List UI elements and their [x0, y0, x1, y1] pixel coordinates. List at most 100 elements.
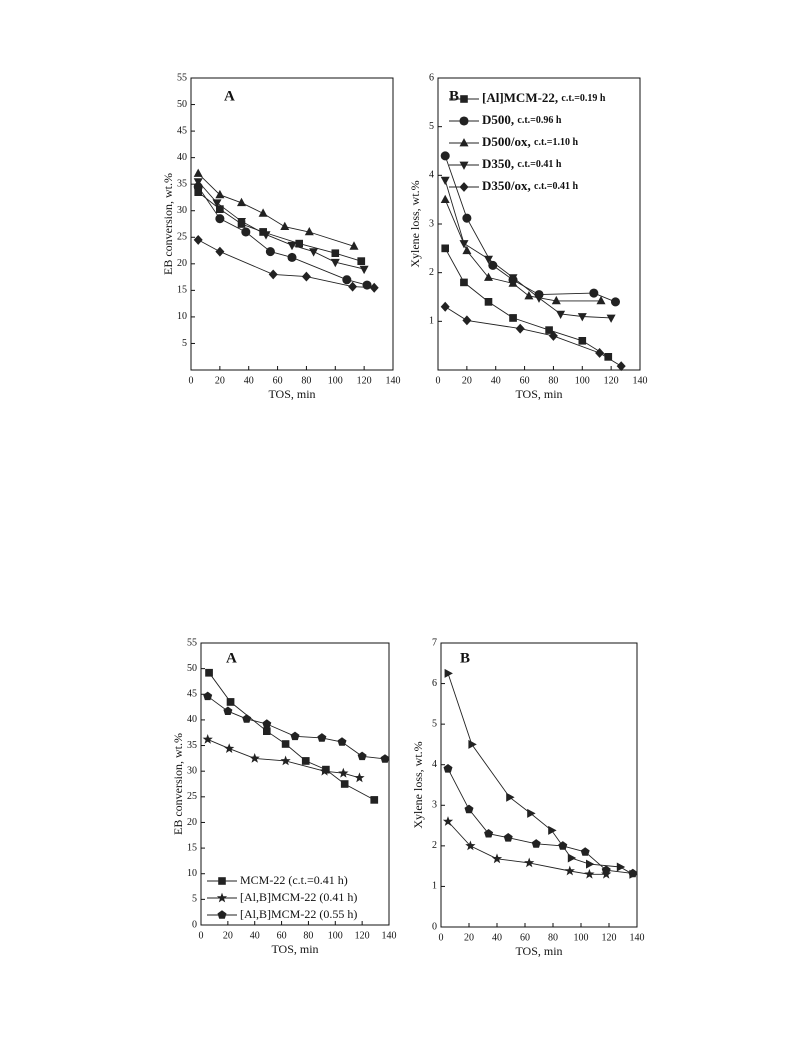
data-point	[215, 214, 225, 224]
x-tick-label: 40	[250, 930, 260, 941]
data-point	[484, 829, 494, 838]
panel-label: B	[449, 88, 459, 104]
legend-marker	[216, 892, 228, 903]
data-point	[237, 218, 246, 227]
y-tick-label: 45	[187, 689, 197, 700]
y-tick-label: 40	[177, 152, 187, 163]
panel-label: B	[460, 650, 470, 666]
data-point	[556, 310, 566, 319]
data-point	[508, 278, 518, 287]
data-point	[287, 252, 297, 262]
data-point	[216, 205, 224, 213]
y-tick-label: 20	[177, 258, 187, 269]
data-point	[444, 668, 453, 678]
y-tick-label: 3	[429, 218, 434, 229]
y-tick-label: 7	[432, 637, 437, 648]
y-axis-label: Xylene loss, wt.%	[411, 741, 425, 828]
y-tick-label: 5	[192, 894, 197, 905]
data-point	[193, 168, 203, 177]
series-line	[197, 186, 368, 286]
data-point	[280, 755, 291, 766]
x-tick-label: 60	[520, 932, 530, 943]
x-tick-label: 140	[633, 375, 648, 386]
legend-note: c.t.=0.41 h	[517, 159, 561, 170]
data-point	[584, 868, 595, 879]
y-tick-label: 50	[177, 99, 187, 110]
y-axis-label: EB conversion, wt.%	[161, 173, 175, 275]
data-point	[212, 199, 222, 208]
y-tick-label: 5	[182, 338, 187, 349]
data-point	[524, 291, 534, 300]
data-point	[506, 792, 515, 802]
data-point	[465, 840, 476, 851]
x-tick-label: 40	[492, 932, 502, 943]
data-point	[237, 197, 246, 207]
data-point	[215, 246, 225, 257]
legend-label: [Al,B]MCM-22 (0.41 h)	[240, 890, 357, 904]
data-point	[616, 862, 626, 872]
data-point	[595, 348, 605, 358]
data-point	[295, 239, 303, 248]
x-tick-label: 100	[574, 932, 589, 943]
data-point	[484, 255, 493, 264]
x-tick-label: 140	[630, 932, 645, 943]
legend-label: D500, c.t.=0.96 h	[482, 112, 562, 127]
data-point	[224, 743, 235, 753]
y-tick-label: 0	[192, 919, 197, 930]
x-tick-label: 0	[189, 375, 194, 386]
data-point	[551, 295, 561, 305]
data-point	[611, 297, 620, 307]
y-tick-label: 10	[187, 868, 197, 879]
data-point	[586, 859, 595, 869]
legend-name: [Al]MCM-22,	[482, 90, 558, 105]
data-point	[357, 751, 367, 761]
legend-label: [Al,B]MCM-22 (0.55 h)	[240, 907, 357, 921]
data-point	[548, 331, 558, 341]
x-axis-label: TOS, min	[515, 387, 562, 401]
data-point	[484, 298, 493, 306]
data-point	[558, 841, 568, 850]
data-point	[524, 857, 535, 868]
data-point	[340, 780, 349, 788]
y-tick-label: 40	[187, 714, 197, 725]
series-line	[444, 180, 612, 319]
series-line	[444, 306, 622, 367]
panel-label: A	[224, 88, 235, 104]
legend-label: [Al]MCM-22, c.t.=0.19 h	[482, 90, 606, 105]
data-point	[265, 247, 275, 257]
data-point	[357, 257, 366, 265]
legend-name: [Al,B]MCM-22 (0.55 h)	[240, 907, 357, 921]
x-tick-label: 140	[382, 930, 397, 941]
data-point	[527, 808, 536, 818]
data-point	[369, 282, 379, 293]
x-tick-label: 0	[436, 375, 441, 386]
data-point	[348, 281, 358, 292]
y-tick-label: 45	[177, 125, 187, 136]
plot-frame	[440, 642, 638, 928]
data-point	[462, 245, 472, 255]
data-point	[330, 258, 340, 268]
data-point	[462, 315, 472, 326]
y-tick-label: 0	[432, 921, 437, 932]
data-point	[440, 194, 450, 203]
data-point	[596, 295, 606, 305]
y-tick-label: 2	[432, 840, 437, 851]
x-tick-label: 80	[548, 932, 558, 943]
plot-frame	[190, 77, 394, 371]
data-point	[545, 326, 553, 334]
x-axis-label: TOS, min	[515, 944, 562, 958]
data-point	[301, 271, 311, 282]
x-tick-label: 120	[357, 375, 372, 386]
data-point	[440, 151, 450, 161]
x-tick-label: 20	[223, 930, 233, 941]
y-tick-label: 15	[187, 842, 197, 853]
data-point	[280, 221, 290, 230]
legend-note: c.t.=0.19 h	[561, 93, 605, 104]
data-point	[462, 213, 472, 223]
y-tick-label: 35	[177, 178, 187, 189]
x-tick-label: 60	[277, 930, 287, 941]
legend-name: MCM-22 (c.t.=0.41 h)	[240, 873, 348, 887]
y-axis-label: EB conversion, wt.%	[171, 733, 185, 835]
data-point	[362, 280, 372, 290]
data-point	[203, 691, 213, 701]
